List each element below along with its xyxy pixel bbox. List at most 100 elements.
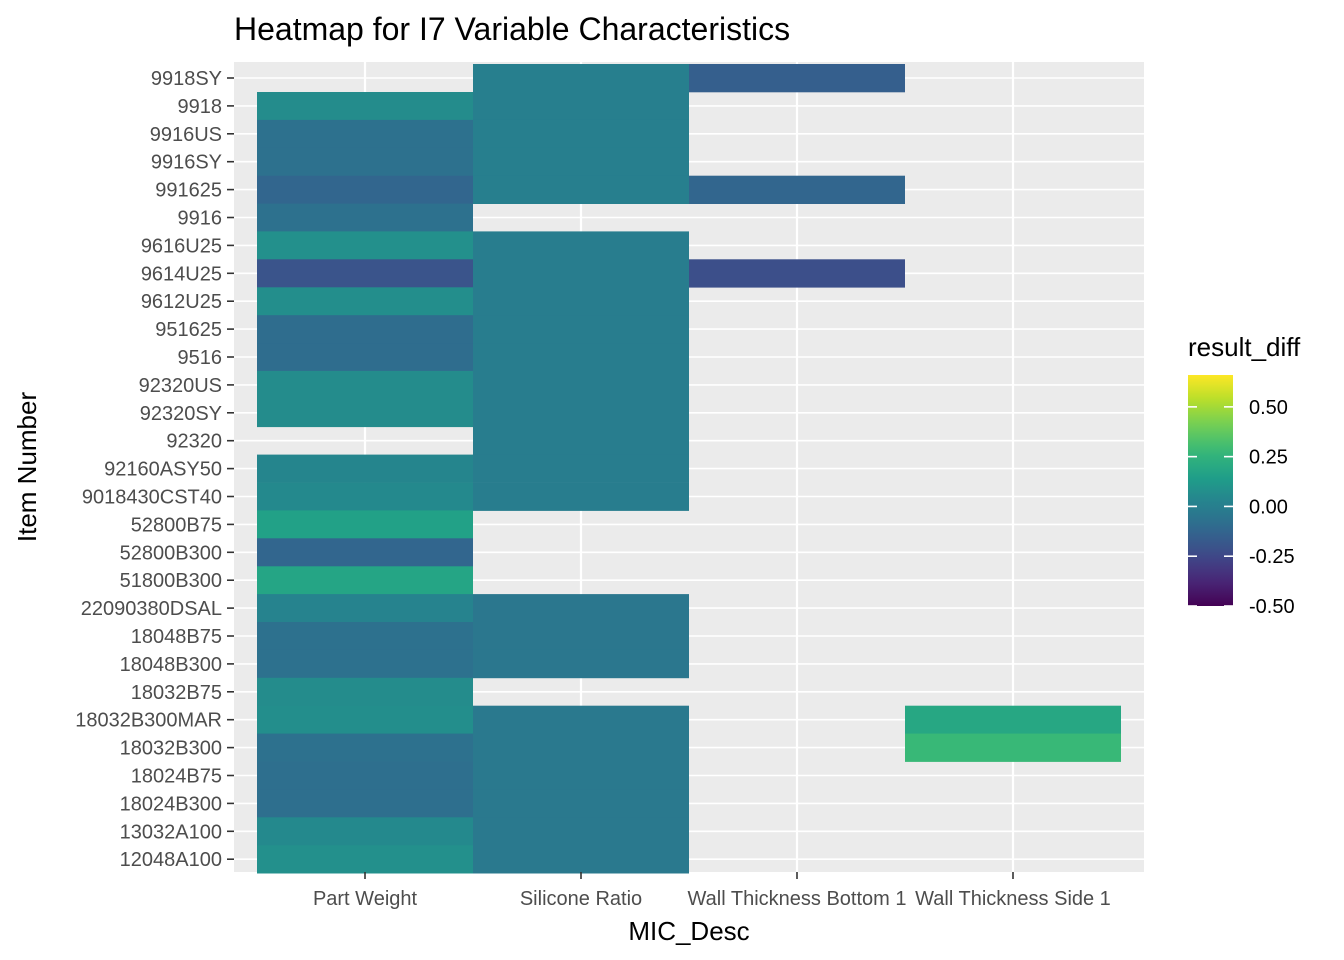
y-tick-label: 18032B300 [120,738,222,760]
y-tick-label: 9612U25 [141,291,222,313]
heatmap-cell [473,259,689,288]
x-tick-label: Part Weight [313,888,418,910]
heatmap-cell [257,649,473,679]
y-tick-label: 9918 [178,96,223,118]
x-tick-label: Silicone Ratio [520,888,642,910]
heatmap-cell [257,538,473,567]
heatmap-cell [905,705,1121,734]
heatmap-cell [257,287,473,316]
y-tick-label: 9916US [150,124,222,146]
heatmap-cell [257,845,473,874]
legend-tick-label: 0.25 [1249,447,1288,469]
y-tick-label: 18024B75 [131,766,222,788]
heatmap-cell [473,761,689,790]
x-axis: Part Weight Silicone Ratio Wall Thickness … [313,872,1111,910]
heatmap-cell [473,315,689,344]
heatmap-cell [257,203,473,232]
heatmap-cell [689,64,905,93]
heatmap-cell [473,175,689,204]
heatmap-cells [257,64,1121,874]
heatmap-cell [257,147,473,177]
legend-title: result_diff [1188,332,1301,362]
heatmap-cell [473,789,689,818]
y-tick-label: 12048A100 [120,849,222,871]
heatmap-cell [473,147,689,177]
y-tick-label: 9616U25 [141,235,222,257]
heatmap-cell [473,398,689,428]
y-axis-title: Item Number [12,392,42,543]
heatmap-cell [473,649,689,679]
y-tick-label: 18024B300 [120,793,222,815]
y-tick-label: 9614U25 [141,263,222,285]
heatmap-cell [257,92,473,121]
legend-tick-label: 0.00 [1249,496,1288,518]
heatmap-cell [257,231,473,260]
heatmap-cell [257,733,473,762]
y-tick-label: 9918SY [151,68,222,90]
heatmap-cell [473,92,689,121]
y-tick-label: 92160ASY50 [104,459,222,481]
heatmap-cell [689,175,905,204]
heatmap-cell [473,287,689,316]
legend-tick-label: 0.50 [1249,397,1288,419]
y-tick-label: 22090380DSAL [81,598,222,620]
heatmap-cell [257,259,473,288]
heatmap-cell [257,622,473,651]
heatmap-cell [905,733,1121,762]
y-tick-label: 9018430CST40 [82,487,222,509]
heatmap-cell [257,566,473,595]
y-tick-label: 18048B300 [120,654,222,676]
heatmap-cell [473,733,689,762]
y-tick-label: 51800B300 [120,570,222,592]
heatmap-cell [257,510,473,539]
y-tick-label: 52800B300 [120,542,222,564]
heatmap-cell [473,454,689,483]
y-tick-label: 18048B75 [131,626,222,648]
heatmap-cell [257,119,473,149]
heatmap-cell [473,64,689,93]
x-tick-label: Wall Thickness Side 1 [915,888,1111,910]
y-tick-label: 92320 [166,431,222,453]
legend-colorbar [1188,375,1233,606]
heatmap-cell [257,817,473,846]
y-tick-label: 9916SY [151,152,222,174]
y-tick-label: 13032A100 [120,821,222,843]
y-tick-label: 52800B75 [131,514,222,536]
heatmap-cell [473,343,689,372]
x-axis-title: MIC_Desc [628,916,749,946]
y-tick-label: 9516 [178,347,223,369]
heatmap-cell [257,315,473,344]
heatmap-cell [473,594,689,623]
legend: result_diff 0.50 0.25 0.00 -0.25 -0.50 [1188,332,1301,618]
x-tick-label: Wall Thickness Bottom 1 [688,888,907,910]
heatmap-cell [257,454,473,483]
y-tick-label: 18032B75 [131,682,222,704]
heatmap-cell [257,343,473,372]
y-tick-label: 92320US [139,375,222,397]
y-tick-label: 9916 [178,208,223,230]
heatmap-cell [473,119,689,149]
legend-tick-label: -0.50 [1249,596,1295,618]
y-tick-label: 18032B300MAR [75,710,222,732]
heatmap-cell [257,677,473,707]
chart-title: Heatmap for I7 Variable Characteristics [234,11,790,47]
heatmap-cell [257,175,473,204]
heatmap-cell [473,817,689,846]
heatmap-cell [473,622,689,651]
y-tick-label: 92320SY [140,403,222,425]
heatmap-cell [257,705,473,734]
legend-ticks: 0.50 0.25 0.00 -0.25 -0.50 [1188,397,1295,618]
heatmap-cell [257,789,473,818]
heatmap-cell [473,426,689,456]
heatmap-cell [257,370,473,400]
heatmap-cell [473,482,689,511]
heatmap-cell [257,594,473,623]
heatmap-cell [473,705,689,734]
heatmap-cell [473,231,689,260]
y-tick-label: 991625 [155,180,222,202]
heatmap-cell [257,482,473,511]
legend-tick-label: -0.25 [1249,546,1295,568]
heatmap-cell [257,761,473,790]
y-tick-label: 951625 [155,319,222,341]
